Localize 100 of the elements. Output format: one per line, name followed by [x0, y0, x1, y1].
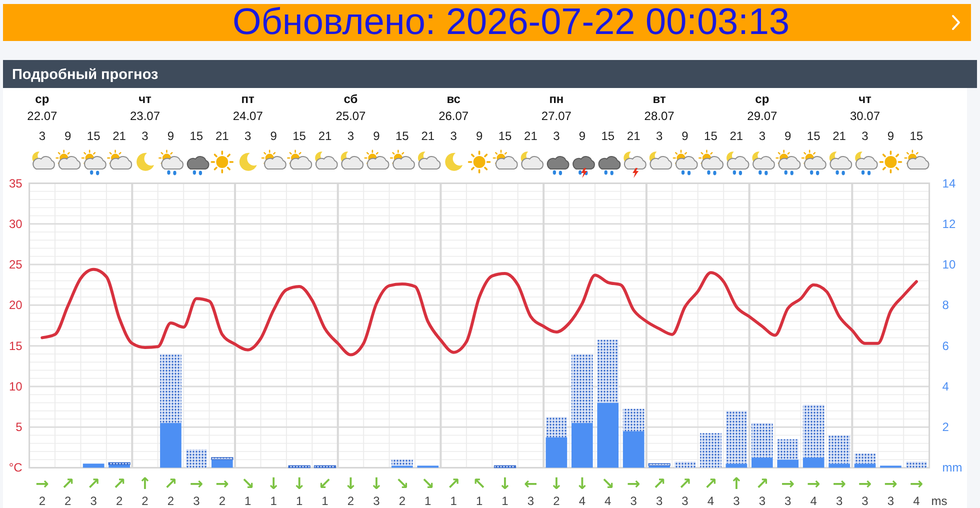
x2-tick-label: пт 24.07 [232, 92, 264, 123]
x2-tick-label: чт 23.07 [130, 92, 160, 123]
chart-title: Подробный прогноз [12, 67, 158, 83]
x-tick-label: 3 [656, 129, 663, 143]
y-tick-label: 30 [8, 216, 23, 231]
x-tick-label: 3 [553, 129, 560, 143]
x-tick-label: 3 [244, 129, 252, 143]
x-tick-label: 3 [347, 129, 354, 143]
bar [828, 435, 850, 464]
x-tick-label: 21 [318, 129, 332, 143]
bar [494, 465, 516, 468]
data-label: 3 [836, 494, 843, 508]
x-tick-label: 21 [421, 129, 435, 143]
x2-tick-label: ср 29.07 [747, 92, 778, 123]
category-label: ↗ [678, 474, 692, 493]
y2-tick-label: 6 [942, 338, 950, 353]
x-tick-label: 21 [112, 129, 126, 143]
data-label: 3 [784, 494, 792, 508]
bar [288, 465, 310, 468]
bar [597, 402, 619, 468]
y-tick-label: 5 [16, 420, 23, 434]
data-label: 2 [167, 494, 174, 508]
bar [160, 354, 182, 424]
data-label: 3 [630, 494, 638, 508]
data-label: 3 [90, 494, 98, 508]
bar [726, 410, 748, 464]
bar [726, 464, 748, 468]
bar [622, 431, 644, 468]
data-label: 2 [218, 494, 226, 508]
category-label: ↘ [241, 474, 255, 493]
bar [777, 460, 799, 468]
data-label: 1 [322, 494, 329, 508]
category-label: → [832, 474, 846, 493]
data-label: 3 [193, 494, 200, 508]
bar [622, 408, 644, 432]
category-label: ↗ [112, 474, 126, 493]
x2-tick-label: вс 26.07 [438, 92, 469, 123]
data-label: 1 [476, 494, 483, 508]
x-tick-label: 3 [450, 129, 458, 143]
x-tick-label: 9 [887, 129, 894, 143]
category-label: ↗ [446, 474, 460, 493]
bar [854, 453, 876, 464]
y-tick-label: 10 [8, 379, 23, 394]
data-label: 1 [450, 494, 458, 508]
x-tick-label: 15 [190, 129, 204, 143]
x2-tick-label: вт 28.07 [644, 92, 675, 123]
y-tick-label: 20 [8, 298, 23, 312]
data-label: 3 [527, 494, 534, 508]
bar [802, 458, 824, 468]
data-label: 4 [604, 494, 612, 508]
category-label: → [884, 474, 898, 493]
y-tick-label: 25 [8, 258, 23, 272]
category-label: ↗ [704, 474, 718, 493]
category-label: ↓ [292, 474, 306, 493]
category-label: → [910, 474, 924, 493]
data-label: 2 [64, 494, 72, 508]
x-tick-label: 9 [373, 129, 380, 143]
x2-tick-label: чт 30.07 [850, 92, 880, 123]
x-tick-label: 3 [142, 129, 149, 143]
data-label: 1 [424, 494, 432, 508]
category-label: ↑ [730, 474, 744, 493]
x-tick-label: 9 [64, 129, 72, 143]
line-series [40, 268, 918, 356]
x-tick-label: 15 [498, 129, 512, 143]
bar [802, 404, 824, 458]
bar [751, 458, 773, 468]
category-label: ↓ [575, 474, 589, 493]
category-label: ↘ [601, 474, 615, 493]
data-label: 4 [578, 494, 586, 508]
category-label: → [806, 474, 820, 493]
bar [648, 463, 670, 466]
category-label: ↓ [370, 474, 384, 493]
data-label: 3 [758, 494, 766, 508]
data-label: 1 [502, 494, 509, 508]
x-tick-label: 21 [730, 129, 744, 143]
category-label: ↗ [61, 474, 75, 493]
bar [108, 462, 130, 465]
category-label: ↗ [86, 474, 100, 493]
bar [211, 457, 234, 460]
data-label: 3 [862, 494, 869, 508]
data-label: 1 [296, 494, 303, 508]
bar [546, 437, 568, 468]
category-label: → [190, 474, 204, 493]
bar [391, 460, 413, 466]
data-label: 3 [682, 494, 689, 508]
x-tick-label: 9 [167, 129, 174, 143]
x-tick-label: 9 [682, 129, 689, 143]
data-label: 2 [398, 494, 406, 508]
data-label: 1 [244, 494, 252, 508]
y2-tick-label: 8 [942, 298, 950, 312]
y2-tick-label: 2 [942, 420, 950, 434]
bar [700, 433, 722, 468]
data-label: 4 [810, 494, 818, 508]
x-tick-label: 15 [86, 129, 101, 143]
category-label: → [626, 474, 640, 493]
x-tick-label: 9 [270, 129, 278, 143]
y2-tick-label: 4 [942, 379, 950, 394]
category-label: ↓ [344, 474, 358, 493]
data-label: 4 [707, 494, 714, 508]
category-label: ↗ [755, 474, 769, 493]
